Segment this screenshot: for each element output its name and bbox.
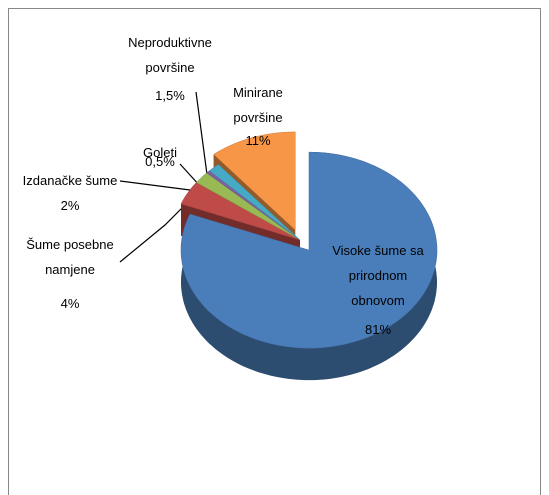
- value-label: 1,5%: [155, 88, 185, 103]
- pie-slice: [180, 151, 438, 349]
- category-label: Visoke šume sa prirodnom obnovom: [332, 243, 424, 308]
- pie-slice: [180, 182, 301, 241]
- value-label: 11%: [245, 133, 271, 148]
- value-label: 0,5%: [145, 154, 175, 169]
- category-label: Izdanačke šume: [22, 173, 118, 188]
- pie-slice: [195, 172, 301, 241]
- category-label: Neproduktivne površine: [128, 35, 212, 75]
- pie-slice: [213, 131, 296, 231]
- pie-slice: [209, 164, 301, 241]
- leader-line: [195, 91, 209, 183]
- leader-line: [119, 180, 191, 191]
- value-label: 2%: [60, 198, 80, 213]
- value-label: 81%: [364, 322, 392, 337]
- leader-line: [119, 204, 186, 263]
- category-label: Minirane površine: [233, 85, 283, 125]
- category-label: Šume posebne namjene: [26, 237, 114, 277]
- leader-lines: [119, 91, 209, 263]
- category-label: Goleti: [143, 145, 177, 160]
- value-label: 4%: [60, 296, 80, 311]
